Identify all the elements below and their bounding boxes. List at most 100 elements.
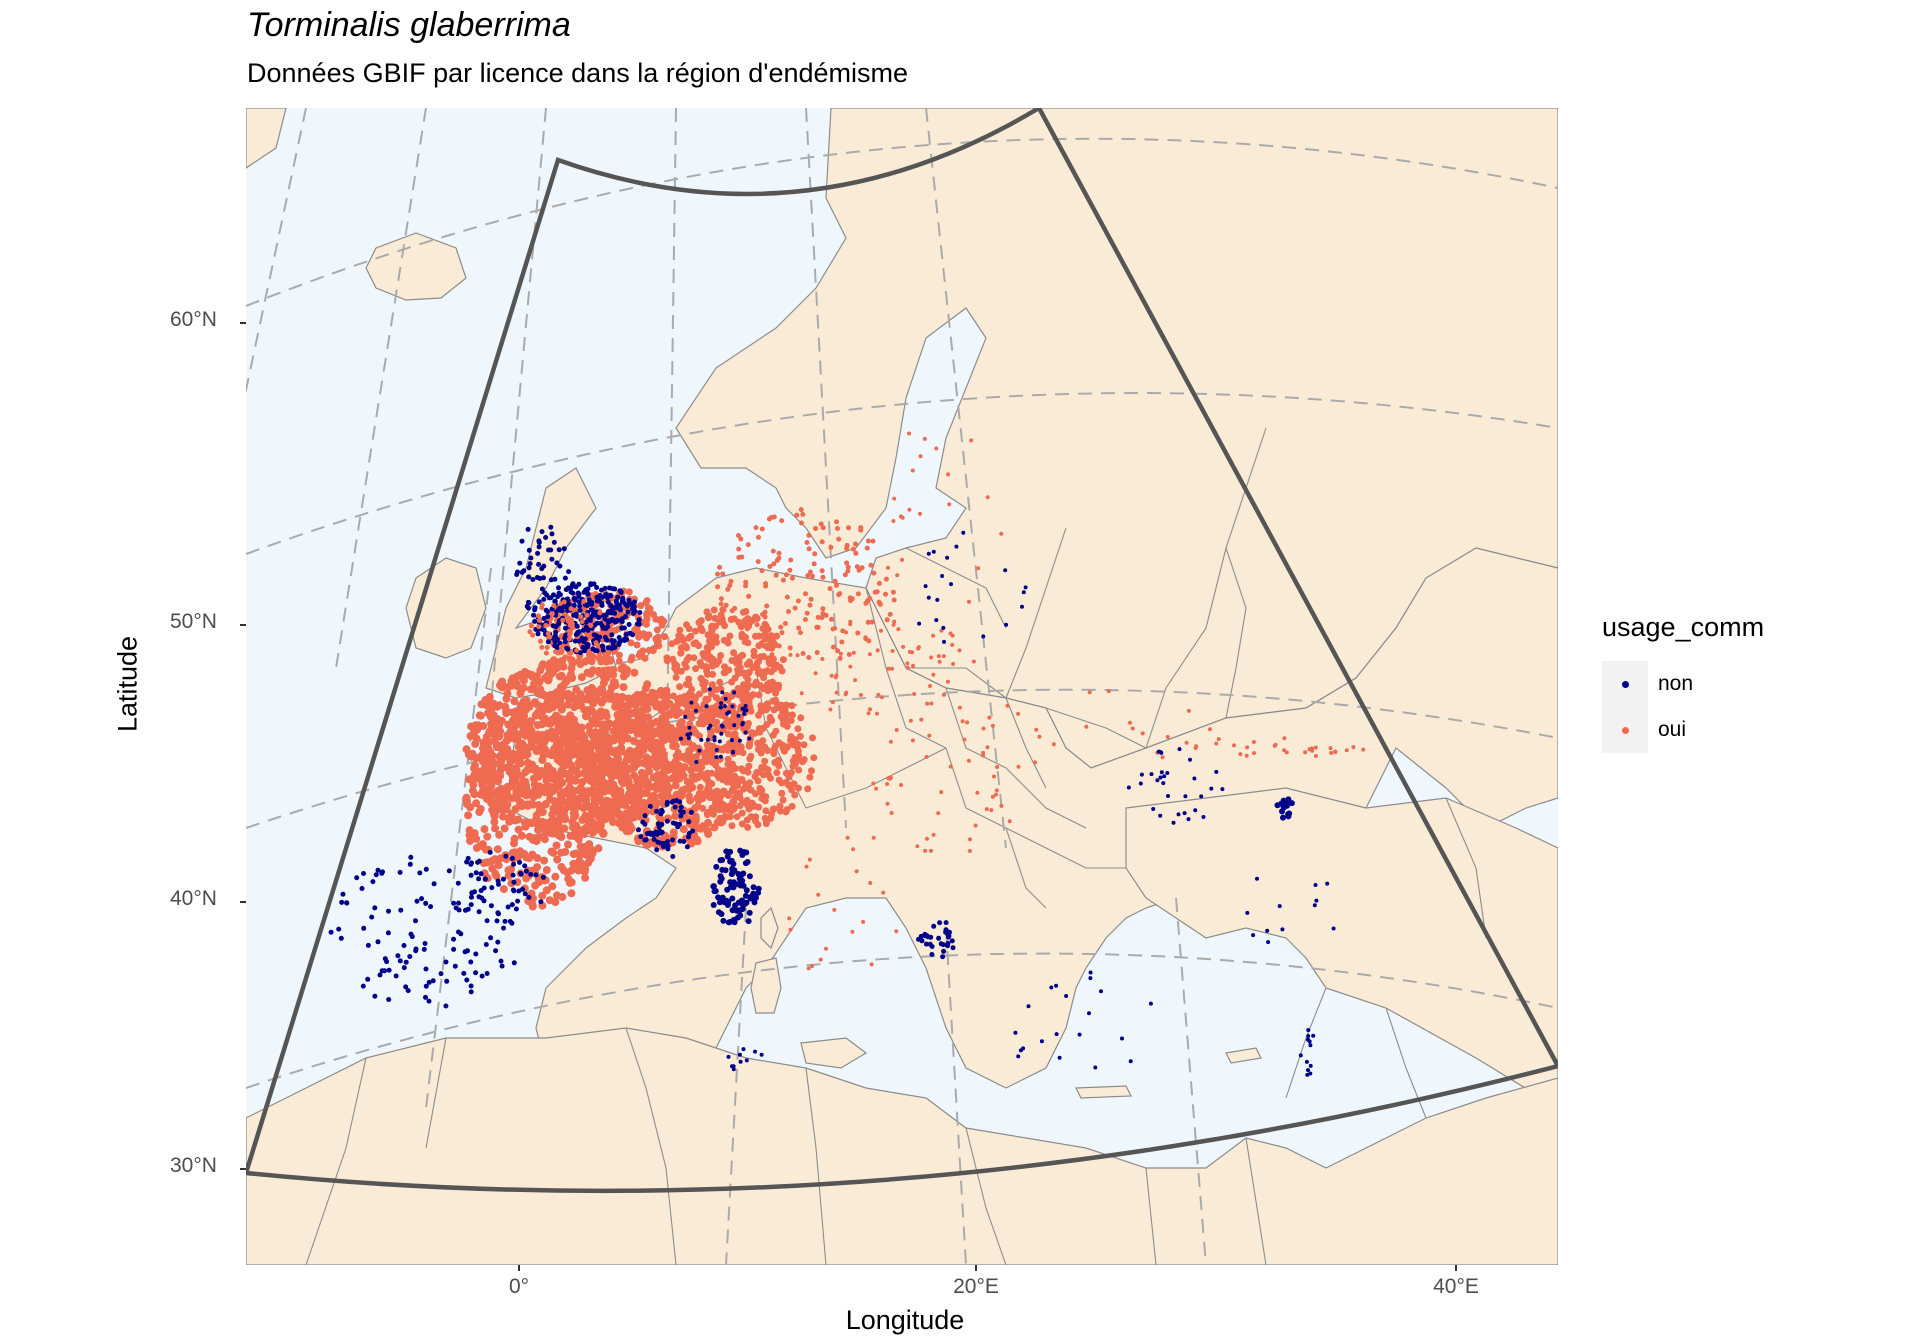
- occurrence-point: [524, 603, 530, 609]
- occurrence-point: [505, 904, 511, 910]
- occurrence-point: [740, 882, 747, 889]
- occurrence-point: [819, 539, 825, 545]
- occurrence-point: [499, 963, 505, 969]
- occurrence-point: [887, 611, 893, 617]
- occurrence-point: [851, 847, 856, 852]
- occurrence-point: [423, 994, 428, 1000]
- occurrence-point: [888, 739, 893, 744]
- occurrence-point: [600, 808, 609, 817]
- occurrence-point: [1155, 778, 1160, 783]
- occurrence-point: [755, 691, 763, 699]
- occurrence-point: [525, 743, 534, 752]
- occurrence-point: [741, 639, 747, 645]
- occurrence-point: [617, 638, 623, 644]
- occurrence-point: [488, 729, 497, 738]
- occurrence-point: [664, 799, 670, 805]
- occurrence-point: [853, 541, 858, 547]
- occurrence-point: [594, 598, 600, 604]
- occurrence-point: [564, 645, 570, 651]
- occurrence-point: [687, 766, 696, 775]
- x-tick-label: 40°E: [1433, 1275, 1479, 1298]
- occurrence-point: [736, 546, 742, 552]
- occurrence-point: [548, 577, 554, 583]
- occurrence-point: [541, 784, 550, 793]
- occurrence-point: [957, 705, 962, 710]
- occurrence-point: [519, 538, 525, 544]
- occurrence-point: [728, 578, 734, 584]
- occurrence-point: [769, 638, 777, 646]
- occurrence-point: [830, 700, 835, 705]
- occurrence-point: [373, 872, 379, 878]
- occurrence-point: [705, 614, 712, 622]
- occurrence-point: [1016, 1054, 1021, 1059]
- occurrence-point: [771, 561, 777, 567]
- occurrence-point: [472, 799, 481, 808]
- occurrence-point: [890, 666, 894, 671]
- occurrence-point: [950, 945, 956, 951]
- occurrence-point: [839, 639, 845, 645]
- occurrence-point: [408, 854, 414, 860]
- occurrence-point: [556, 698, 565, 706]
- occurrence-point: [762, 706, 770, 714]
- occurrence-point: [616, 635, 622, 640]
- occurrence-point: [650, 730, 658, 738]
- occurrence-point: [422, 941, 428, 946]
- occurrence-point: [545, 704, 554, 713]
- occurrence-point: [655, 642, 663, 650]
- occurrence-point: [483, 858, 491, 867]
- occurrence-point: [1245, 910, 1250, 915]
- occurrence-point: [759, 1052, 764, 1057]
- occurrence-point: [468, 983, 474, 989]
- occurrence-point: [922, 436, 927, 441]
- occurrence-point: [750, 652, 758, 660]
- occurrence-point: [1193, 808, 1198, 813]
- x-tick-mark: [518, 1265, 520, 1271]
- occurrence-point: [494, 760, 503, 769]
- occurrence-point: [695, 690, 703, 698]
- occurrence-point: [1004, 622, 1009, 627]
- occurrence-point: [1333, 750, 1338, 755]
- occurrence-point: [642, 837, 648, 843]
- occurrence-point: [742, 711, 747, 716]
- occurrence-point: [488, 715, 497, 724]
- occurrence-point: [686, 736, 691, 741]
- occurrence-point: [945, 679, 950, 684]
- occurrence-point: [570, 590, 576, 596]
- occurrence-point: [802, 617, 808, 622]
- occurrence-point: [667, 732, 676, 741]
- occurrence-point: [557, 563, 563, 569]
- occurrence-point: [1280, 797, 1287, 804]
- occurrence-point: [1265, 928, 1270, 933]
- occurrence-point: [718, 875, 725, 882]
- occurrence-point: [907, 507, 912, 512]
- occurrence-point: [401, 965, 407, 971]
- occurrence-point: [476, 790, 485, 799]
- occurrence-point: [516, 759, 525, 768]
- occurrence-point: [846, 652, 852, 657]
- occurrence-point: [636, 621, 642, 627]
- occurrence-point: [617, 588, 623, 594]
- occurrence-point: [813, 671, 818, 676]
- occurrence-point: [476, 752, 485, 761]
- occurrence-point: [551, 603, 557, 608]
- occurrence-point: [584, 858, 593, 867]
- occurrence-point: [1201, 815, 1206, 819]
- occurrence-point: [626, 709, 635, 718]
- occurrence-point: [1313, 883, 1318, 887]
- occurrence-point: [892, 496, 897, 501]
- occurrence-point: [570, 860, 579, 869]
- occurrence-point: [619, 619, 625, 625]
- occurrence-point: [627, 656, 635, 664]
- occurrence-point: [764, 603, 770, 609]
- occurrence-point: [642, 813, 648, 819]
- occurrence-point: [1149, 772, 1154, 777]
- occurrence-point: [783, 743, 791, 751]
- occurrence-point: [812, 551, 818, 557]
- occurrence-point: [561, 815, 569, 824]
- occurrence-point: [375, 939, 381, 945]
- occurrence-point: [743, 816, 751, 824]
- occurrence-point: [803, 591, 808, 597]
- occurrence-point: [732, 605, 738, 611]
- occurrence-point: [671, 812, 680, 820]
- occurrence-point: [551, 898, 560, 907]
